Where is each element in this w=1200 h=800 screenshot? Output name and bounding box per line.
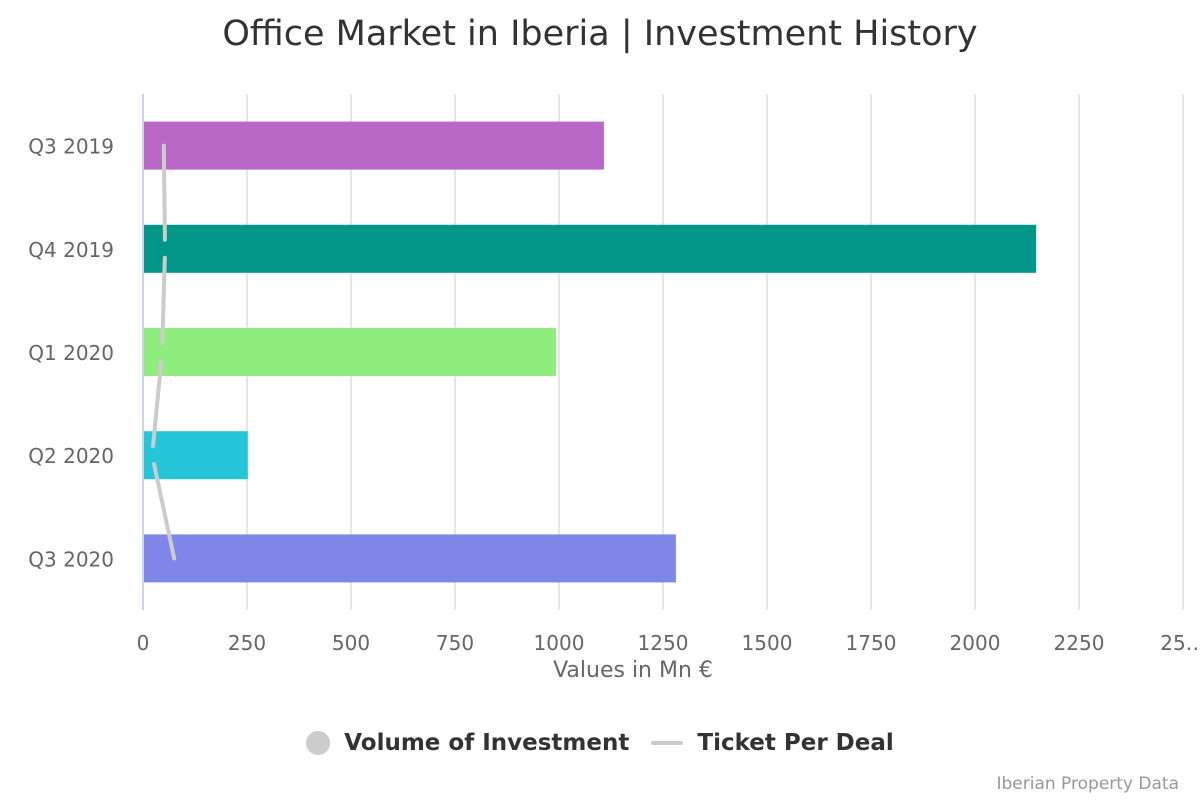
credit: Iberian Property Data: [996, 774, 1179, 794]
y-tick-label: Q3 2019: [28, 135, 114, 159]
bar-q3-2020: [144, 534, 676, 583]
ticket-line-segment: [160, 255, 167, 346]
legend-label: Volume of Investment: [344, 730, 630, 756]
x-tick-label: 2000: [950, 631, 1001, 655]
x-tick-label: 25…: [1160, 631, 1200, 655]
ticket-line-segment: [161, 143, 167, 242]
legend: Volume of Investment Ticket Per Deal: [0, 730, 1200, 756]
bar-q3-2019: [144, 121, 604, 170]
y-tick-label: Q2 2020: [28, 444, 114, 468]
x-tick-label: 500: [332, 631, 370, 655]
legend-item-volume[interactable]: Volume of Investment: [306, 730, 629, 756]
x-tick-label: 250: [228, 631, 266, 655]
x-tick-label: 0: [137, 631, 150, 655]
chart-title: Office Market in Iberia | Investment His…: [222, 14, 978, 54]
bar-q1-2020: [144, 328, 557, 376]
x-tick-label: 750: [436, 631, 474, 655]
circle-icon: [306, 731, 331, 755]
ticket-line-segment: [151, 358, 164, 449]
legend-label: Ticket Per Deal: [697, 730, 894, 756]
ticket-line-segment: [152, 462, 177, 561]
y-tick-label: Q3 2020: [28, 547, 114, 571]
line-icon: [651, 741, 684, 745]
x-tick-label: 1500: [742, 631, 793, 655]
x-tick-label: 1000: [534, 631, 585, 655]
legend-item-ticket[interactable]: Ticket Per Deal: [651, 730, 894, 756]
bar-q4-2019: [144, 224, 1037, 273]
x-tick-label: 1750: [846, 631, 897, 655]
bar-q2-2020: [144, 431, 248, 480]
x-tick-label: 2250: [1054, 631, 1105, 655]
x-axis-title: Values in Mn €: [553, 658, 713, 683]
y-tick-label: Q4 2019: [28, 238, 114, 262]
y-tick-label: Q1 2020: [28, 341, 114, 365]
x-tick-label: 1250: [638, 631, 689, 655]
